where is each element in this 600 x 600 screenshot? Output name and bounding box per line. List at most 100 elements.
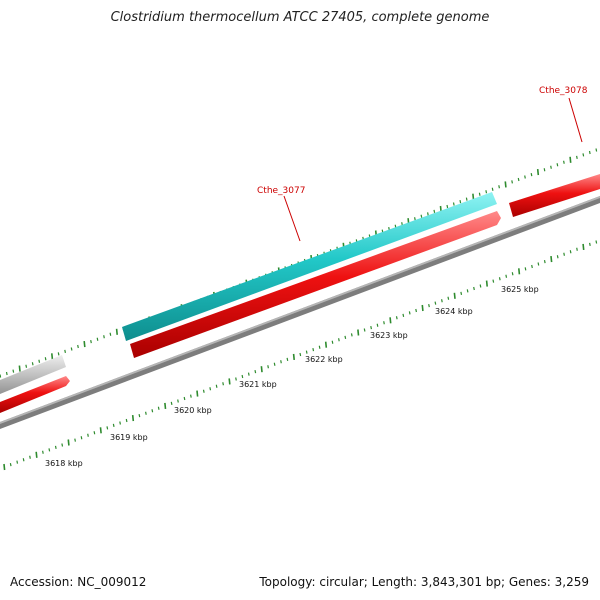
major-tick [569,156,572,163]
minor-tick [87,433,89,437]
minor-tick [420,214,423,218]
minor-tick [318,345,321,349]
minor-tick [524,267,527,271]
major-tick [536,169,540,176]
minor-tick [473,286,475,291]
minor-tick [235,377,237,381]
minor-tick [103,335,105,339]
minor-tick [80,436,83,440]
minor-tick [479,284,482,288]
minor-tick [517,177,520,182]
minor-tick [478,192,481,196]
minor-tick [44,357,47,361]
minor-tick [350,333,353,337]
minor-tick [22,458,25,462]
minor-tick [305,350,308,354]
major-tick [228,378,231,385]
minor-tick [215,384,218,388]
minor-tick [209,387,212,391]
minor-tick [589,242,591,247]
minor-tick [0,374,2,378]
minor-tick [498,185,500,189]
minor-tick [241,374,244,379]
minor-tick [151,409,154,413]
minor-tick [376,323,379,327]
accession-label: Accession: NC_009012 [10,575,147,589]
minor-tick [312,347,315,352]
scale-label: 3619 kbp [110,433,148,442]
minor-tick [446,204,449,209]
major-tick [99,427,102,434]
minor-tick [576,155,578,160]
scale-label: 3625 kbp [501,285,539,294]
minor-tick [563,160,565,164]
genome-summary: Topology: circular; Length: 3,843,301 bp… [259,575,589,589]
genome-backbone [0,196,600,429]
minor-tick [370,325,372,330]
minor-tick [433,209,436,214]
major-tick [504,181,507,188]
major-tick [51,353,54,360]
major-tick [292,353,295,360]
minor-tick [70,347,73,351]
minor-tick [402,313,405,318]
minor-tick [157,406,160,410]
major-tick [453,292,456,299]
minor-tick [485,190,488,194]
minor-tick [90,339,92,344]
gene-label-pointer [568,97,583,143]
minor-tick [414,217,416,221]
gene-feature-gray [0,355,66,394]
minor-tick [177,399,179,403]
minor-tick [64,349,66,354]
minor-tick [465,197,468,201]
minor-tick [299,352,302,357]
minor-tick [74,438,76,442]
minor-tick [466,289,469,293]
minor-tick [588,150,591,155]
minor-tick [273,362,276,366]
minor-tick [222,382,224,386]
minor-tick [511,272,514,276]
minor-tick [441,299,443,303]
minor-tick [12,369,15,373]
major-tick [18,365,21,372]
minor-tick [498,277,501,281]
major-tick [550,256,553,263]
minor-tick [38,359,41,363]
major-tick [472,193,475,200]
major-tick [115,328,118,335]
gene-feature-red-left [0,376,70,413]
minor-tick [93,431,96,435]
major-tick [389,317,392,324]
major-tick [196,390,199,397]
minor-tick [106,426,109,430]
scale-label: 3624 kbp [435,307,473,316]
major-tick [3,463,6,471]
minor-tick [530,172,533,177]
minor-tick [576,247,578,251]
major-tick [131,415,135,422]
minor-tick [42,450,44,454]
minor-tick [511,180,513,184]
minor-tick [109,332,112,336]
minor-tick [460,291,463,296]
minor-tick [247,372,250,376]
minor-tick [505,274,508,278]
minor-tick [434,301,437,305]
minor-tick [415,308,417,313]
minor-tick [531,264,533,269]
minor-tick [428,303,430,308]
major-tick [485,280,488,287]
gene-feature-red-middle [130,211,501,358]
minor-tick [595,148,598,152]
minor-tick [344,335,347,340]
minor-tick [145,411,147,415]
minor-tick [138,413,141,418]
minor-tick [170,401,173,406]
major-tick [67,439,70,446]
major-tick [518,268,521,275]
minor-tick [491,187,494,191]
